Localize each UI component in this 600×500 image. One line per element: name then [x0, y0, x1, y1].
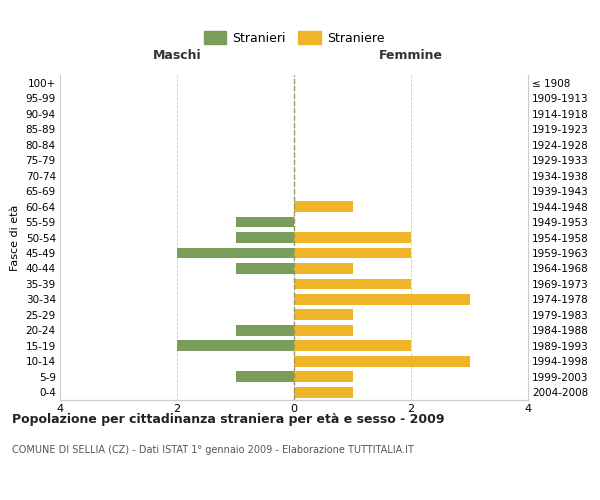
- Bar: [177, 248, 294, 258]
- Bar: [294, 325, 353, 336]
- Bar: [235, 325, 294, 336]
- Text: Femmine: Femmine: [379, 50, 443, 62]
- Bar: [294, 278, 411, 289]
- Bar: [294, 387, 353, 398]
- Bar: [294, 263, 353, 274]
- Text: Popolazione per cittadinanza straniera per età e sesso - 2009: Popolazione per cittadinanza straniera p…: [12, 412, 445, 426]
- Bar: [294, 310, 353, 320]
- Y-axis label: Anni di nascita: Anni di nascita: [598, 196, 600, 279]
- Bar: [294, 356, 470, 366]
- Bar: [294, 294, 470, 305]
- Bar: [294, 232, 411, 243]
- Text: Maschi: Maschi: [152, 50, 202, 62]
- Bar: [294, 372, 353, 382]
- Bar: [235, 372, 294, 382]
- Bar: [294, 248, 411, 258]
- Bar: [177, 340, 294, 351]
- Bar: [294, 340, 411, 351]
- Y-axis label: Fasce di età: Fasce di età: [10, 204, 20, 270]
- Bar: [294, 201, 353, 212]
- Bar: [235, 232, 294, 243]
- Text: COMUNE DI SELLIA (CZ) - Dati ISTAT 1° gennaio 2009 - Elaborazione TUTTITALIA.IT: COMUNE DI SELLIA (CZ) - Dati ISTAT 1° ge…: [12, 445, 414, 455]
- Bar: [235, 216, 294, 228]
- Bar: [235, 263, 294, 274]
- Legend: Stranieri, Straniere: Stranieri, Straniere: [199, 26, 389, 50]
